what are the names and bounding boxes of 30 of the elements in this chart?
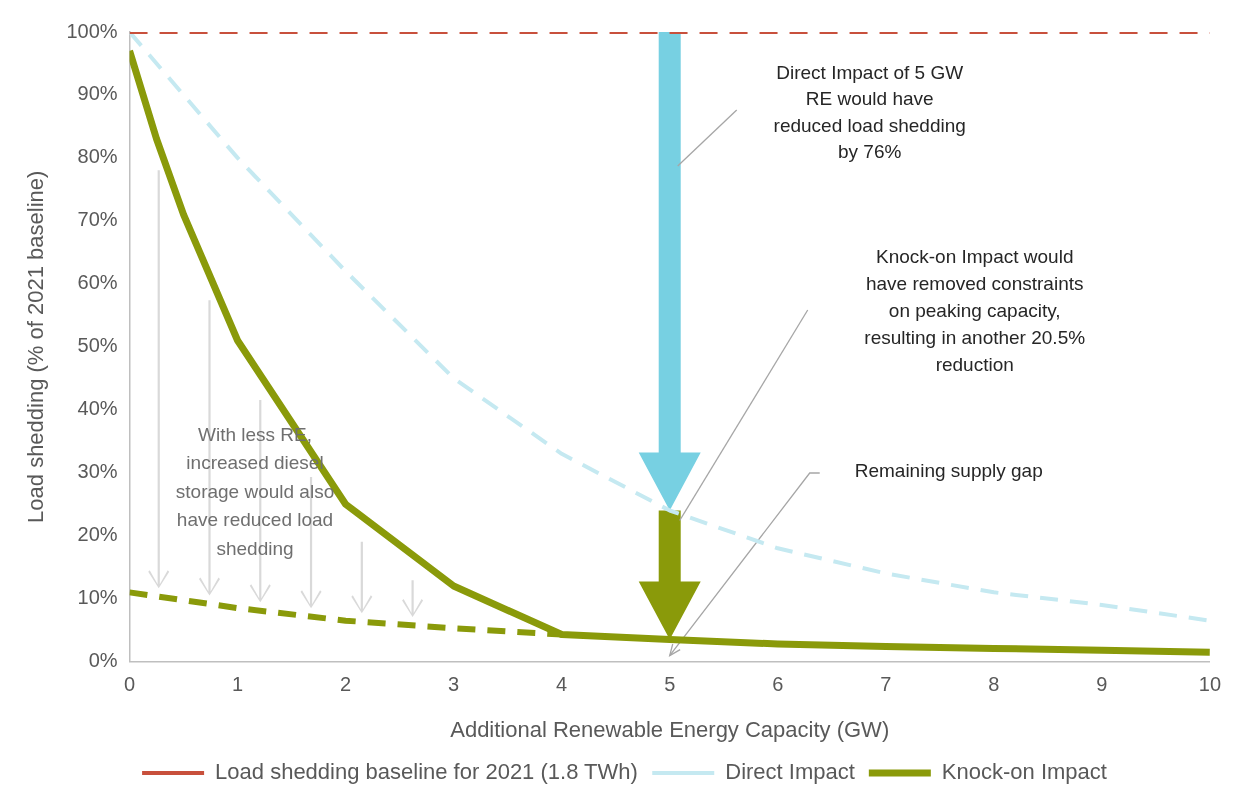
annotation: Knock-on Impact would have removed constraints on peaking capacity, resulting in another 20.5% reduction xyxy=(864,245,1086,375)
x-tick-label: 7 xyxy=(880,673,892,696)
y-tick-label: 50% xyxy=(77,334,118,357)
annotation: Direct Impact of 5 GW RE would have reduced load shedding by 76% xyxy=(773,61,966,163)
x-tick-label: 6 xyxy=(772,673,784,696)
y-tick-label: 20% xyxy=(77,523,118,546)
y-tick-label: 40% xyxy=(77,397,118,420)
y-tick-label: 30% xyxy=(77,460,118,483)
x-tick-label: 9 xyxy=(1096,673,1108,696)
x-tick-label: 10 xyxy=(1198,673,1221,696)
annotation: Remaining supply gap xyxy=(854,459,1043,481)
legend-label: Load shedding baseline for 2021 (1.8 TWh) xyxy=(215,759,638,785)
y-tick-label: 80% xyxy=(77,145,118,168)
legend-label: Direct Impact xyxy=(725,759,855,785)
x-tick-label: 0 xyxy=(123,673,136,696)
x-tick-label: 4 xyxy=(556,673,568,696)
y-tick-label: 70% xyxy=(77,208,118,231)
x-tick-label: 2 xyxy=(340,673,352,696)
y-tick-label: 0% xyxy=(88,649,118,672)
x-tick-label: 1 xyxy=(232,673,244,696)
x-tick-label: 5 xyxy=(664,673,676,696)
y-tick-label: 90% xyxy=(77,82,118,105)
y-axis-title: Load shedding (% of 2021 baseline) xyxy=(23,170,49,523)
x-axis-title: Additional Renewable Energy Capacity (GW) xyxy=(450,716,890,742)
x-tick-label: 8 xyxy=(988,673,1000,696)
x-tick-label: 3 xyxy=(448,673,460,696)
y-tick-label: 60% xyxy=(77,271,118,294)
y-tick-label: 10% xyxy=(77,586,118,609)
legend-label: Knock-on Impact xyxy=(941,759,1107,785)
y-tick-label: 100% xyxy=(66,19,118,42)
